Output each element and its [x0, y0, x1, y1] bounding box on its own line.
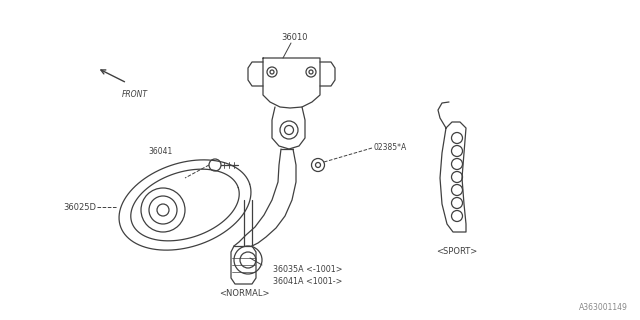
Text: <SPORT>: <SPORT> [436, 247, 477, 257]
Text: FRONT: FRONT [122, 90, 148, 99]
Text: 36041: 36041 [148, 148, 172, 156]
Text: 36010: 36010 [282, 33, 308, 42]
Text: 02385*A: 02385*A [374, 142, 407, 151]
Text: <NORMAL>: <NORMAL> [219, 290, 269, 299]
Text: 36025D: 36025D [63, 203, 96, 212]
Text: A363001149: A363001149 [579, 303, 628, 312]
Text: 36035A <-1001>: 36035A <-1001> [273, 266, 342, 275]
Text: 36041A <1001->: 36041A <1001-> [273, 276, 342, 285]
